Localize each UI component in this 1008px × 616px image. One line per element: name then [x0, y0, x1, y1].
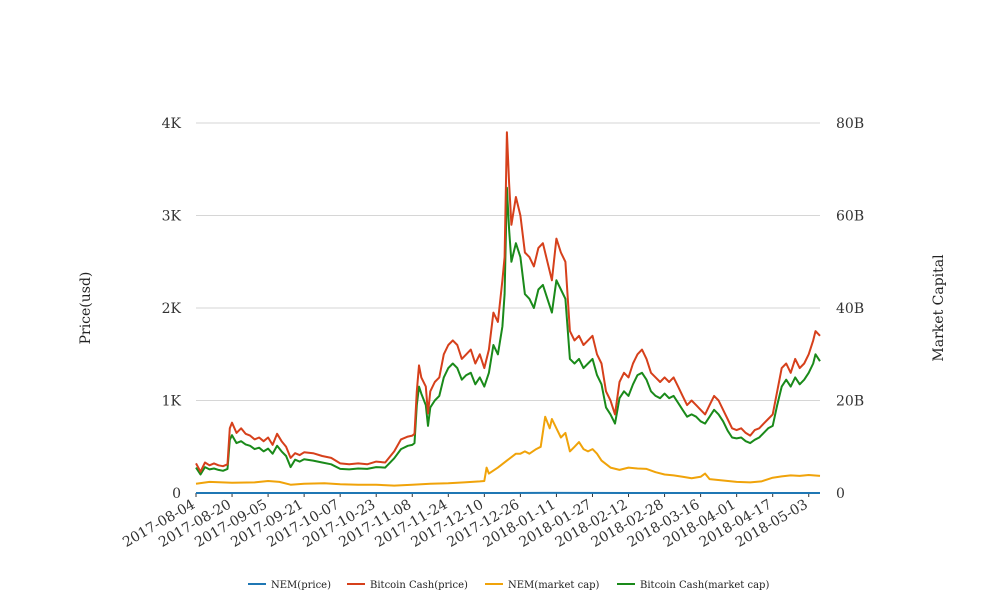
series-lines: [195, 131, 821, 494]
series-line-nem-market-cap: [195, 415, 821, 487]
right-tick-label: 0: [836, 486, 845, 502]
legend-label-nem-market-cap: NEM(market cap): [508, 580, 600, 591]
left-tick-label: 4K: [162, 116, 182, 132]
right-tick-label: 60B: [836, 209, 864, 225]
left-axis-title: Price(usd): [78, 272, 94, 345]
right-tick-label: 80B: [836, 116, 864, 132]
right-tick-label: 20B: [836, 394, 864, 410]
legend-label-bitcoin-cash-market-cap: Bitcoin Cash(market cap): [640, 580, 769, 591]
right-y-axis-ticks: 0 20B 40B 60B 80B: [836, 116, 864, 502]
left-tick-label: 1K: [162, 394, 182, 410]
right-tick-label: 40B: [836, 301, 864, 317]
left-tick-label: 2K: [162, 301, 182, 317]
legend-label-bitcoin-cash-price: Bitcoin Cash(price): [370, 580, 468, 591]
left-tick-label: 0: [172, 486, 181, 502]
legend: NEM(price) Bitcoin Cash(price) NEM(market …: [248, 580, 769, 591]
left-tick-label: 3K: [162, 209, 182, 225]
series-line-bitcoin-cash-price: [195, 131, 821, 473]
x-axis-ticks: 2017-08-042017-08-202017-09-052017-09-21…: [120, 493, 811, 551]
right-axis-title: Market Capital: [931, 254, 947, 362]
series-line-bitcoin-cash-market-cap: [195, 186, 821, 476]
left-y-axis-ticks: 0 1K 2K 3K 4K: [162, 116, 182, 502]
legend-label-nem-price: NEM(price): [271, 580, 331, 591]
